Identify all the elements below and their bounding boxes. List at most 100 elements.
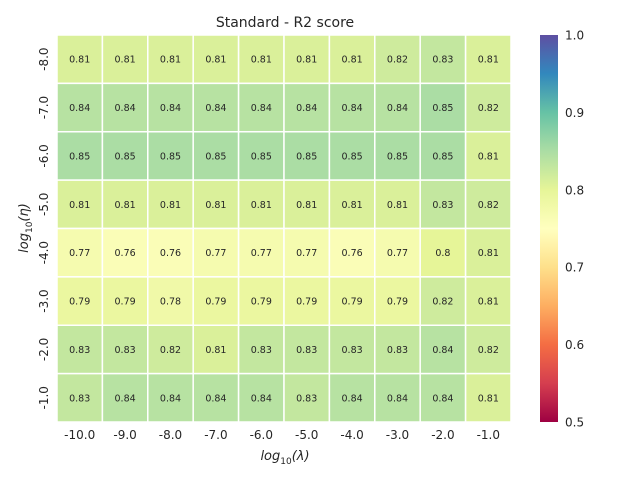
x-tick-label: -5.0 bbox=[295, 428, 318, 442]
cell-value-label: 0.82 bbox=[160, 345, 181, 356]
heatmap-cells bbox=[56, 34, 512, 423]
cell-value-label: 0.78 bbox=[160, 297, 181, 308]
cell-value-label: 0.77 bbox=[387, 248, 408, 259]
y-tick-label: -6.0 bbox=[37, 144, 51, 167]
colorbar-tick-label: 0.6 bbox=[565, 338, 584, 352]
cell-value-label: 0.85 bbox=[115, 151, 136, 162]
cell-value-label: 0.85 bbox=[296, 151, 317, 162]
heatmap-cell bbox=[56, 179, 104, 230]
cell-value-label: 0.84 bbox=[205, 393, 226, 404]
cell-value-label: 0.77 bbox=[205, 248, 226, 259]
cell-value-label: 0.82 bbox=[432, 297, 453, 308]
heatmap-cell bbox=[192, 276, 240, 326]
cell-value-label: 0.83 bbox=[69, 345, 90, 356]
cell-value-label: 0.81 bbox=[478, 297, 499, 308]
y-tick-label: -8.0 bbox=[37, 47, 51, 70]
cell-value-label: 0.82 bbox=[478, 345, 499, 356]
cell-value-label: 0.81 bbox=[478, 248, 499, 259]
cell-value-label: 0.85 bbox=[160, 151, 181, 162]
cell-value-label: 0.79 bbox=[69, 297, 90, 308]
cell-value-label: 0.85 bbox=[432, 103, 453, 114]
cell-value-label: 0.79 bbox=[296, 297, 317, 308]
x-axis-ticks: -10.0 -9.0 -8.0 -7.0 -6.0 -5.0 -4.0 -3.0 -2.0 -1.… bbox=[64, 428, 500, 442]
x-axis-label: log10(λ) bbox=[260, 449, 309, 467]
colorbar-tick-label: 1.0 bbox=[565, 29, 584, 43]
colorbar-tick-label: 0.5 bbox=[565, 416, 584, 430]
cell-value-label: 0.81 bbox=[478, 55, 499, 66]
x-tick-label: -2.0 bbox=[431, 428, 454, 442]
cell-value-label: 0.81 bbox=[205, 345, 226, 356]
cell-value-label: 0.81 bbox=[69, 55, 90, 66]
x-tick-label: -3.0 bbox=[386, 428, 409, 442]
cell-value-label: 0.84 bbox=[251, 393, 272, 404]
cell-value-label: 0.84 bbox=[342, 393, 363, 404]
heatmap-cell bbox=[464, 372, 512, 423]
cell-value-label: 0.81 bbox=[205, 55, 226, 66]
heatmap-cell bbox=[328, 372, 376, 423]
heatmap-cell bbox=[464, 131, 512, 181]
y-tick-label: -3.0 bbox=[37, 289, 51, 312]
heatmap-cell bbox=[101, 34, 149, 85]
heatmap-cell bbox=[374, 227, 421, 278]
heatmap-cell bbox=[283, 179, 331, 230]
cell-value-label: 0.81 bbox=[342, 200, 363, 211]
cell-value-label: 0.81 bbox=[296, 55, 317, 66]
y-tick-label: -5.0 bbox=[37, 193, 51, 216]
heatmap-cell bbox=[328, 82, 376, 133]
heatmap-cell bbox=[56, 276, 104, 326]
cell-value-label: 0.8 bbox=[435, 248, 450, 259]
heatmap-cell bbox=[328, 179, 376, 230]
cell-value-label: 0.85 bbox=[387, 151, 408, 162]
heatmap-cell bbox=[147, 372, 194, 423]
heatmap-cell bbox=[328, 131, 376, 181]
cell-value-label: 0.85 bbox=[69, 151, 90, 162]
heatmap-cell bbox=[464, 34, 512, 85]
heatmap-cell bbox=[283, 34, 331, 85]
heatmap-cell bbox=[192, 372, 240, 423]
cell-value-label: 0.84 bbox=[115, 103, 136, 114]
cell-value-label: 0.83 bbox=[296, 345, 317, 356]
cell-value-label: 0.81 bbox=[387, 200, 408, 211]
cell-value-label: 0.81 bbox=[115, 200, 136, 211]
y-tick-label: -1.0 bbox=[37, 386, 51, 409]
heatmap-cell bbox=[101, 131, 149, 181]
cell-value-label: 0.76 bbox=[160, 248, 181, 259]
chart-title: Standard - R2 score bbox=[216, 15, 354, 31]
cell-value-label: 0.83 bbox=[432, 200, 453, 211]
cell-value-label: 0.82 bbox=[478, 103, 499, 114]
cell-value-label: 0.76 bbox=[115, 248, 136, 259]
heatmap-cell bbox=[419, 276, 467, 326]
x-tick-label: -4.0 bbox=[340, 428, 363, 442]
cell-value-label: 0.79 bbox=[115, 297, 136, 308]
cell-value-label: 0.77 bbox=[251, 248, 272, 259]
cell-value-label: 0.83 bbox=[115, 345, 136, 356]
y-axis-ticks: -8.0 -7.0 -6.0 -5.0 -4.0 -3.0 -2.0 -1.0 bbox=[37, 47, 51, 409]
cell-value-label: 0.85 bbox=[205, 151, 226, 162]
cell-value-label: 0.79 bbox=[342, 297, 363, 308]
x-tick-label: -9.0 bbox=[113, 428, 136, 442]
y-tick-label: -2.0 bbox=[37, 338, 51, 361]
heatmap-cell bbox=[101, 372, 149, 423]
heatmap-cell bbox=[464, 324, 512, 375]
cell-value-label: 0.82 bbox=[387, 55, 408, 66]
cell-value-label: 0.82 bbox=[478, 200, 499, 211]
heatmap-cell bbox=[56, 34, 104, 85]
heatmap-cell bbox=[374, 372, 421, 423]
cell-value-label: 0.83 bbox=[296, 393, 317, 404]
y-tick-label: -7.0 bbox=[37, 96, 51, 119]
heatmap-cell bbox=[283, 372, 331, 423]
heatmap-cell bbox=[419, 372, 467, 423]
cell-value-label: 0.83 bbox=[387, 345, 408, 356]
cell-value-label: 0.81 bbox=[296, 200, 317, 211]
cell-value-label: 0.79 bbox=[251, 297, 272, 308]
heatmap-cell bbox=[283, 82, 331, 133]
heatmap-cell bbox=[56, 131, 104, 181]
heatmap-cell bbox=[147, 276, 194, 326]
colorbar-tick-label: 0.8 bbox=[565, 183, 584, 197]
cell-value-label: 0.81 bbox=[160, 55, 181, 66]
x-tick-label: -8.0 bbox=[159, 428, 182, 442]
cell-value-label: 0.77 bbox=[296, 248, 317, 259]
heatmap-cell-labels: 0.81 0.81 0.81 0.81 0.81 0.81 0.81 0.82 0.83 0.81… bbox=[69, 55, 499, 405]
heatmap-cell bbox=[464, 82, 512, 133]
cell-value-label: 0.76 bbox=[342, 248, 363, 259]
